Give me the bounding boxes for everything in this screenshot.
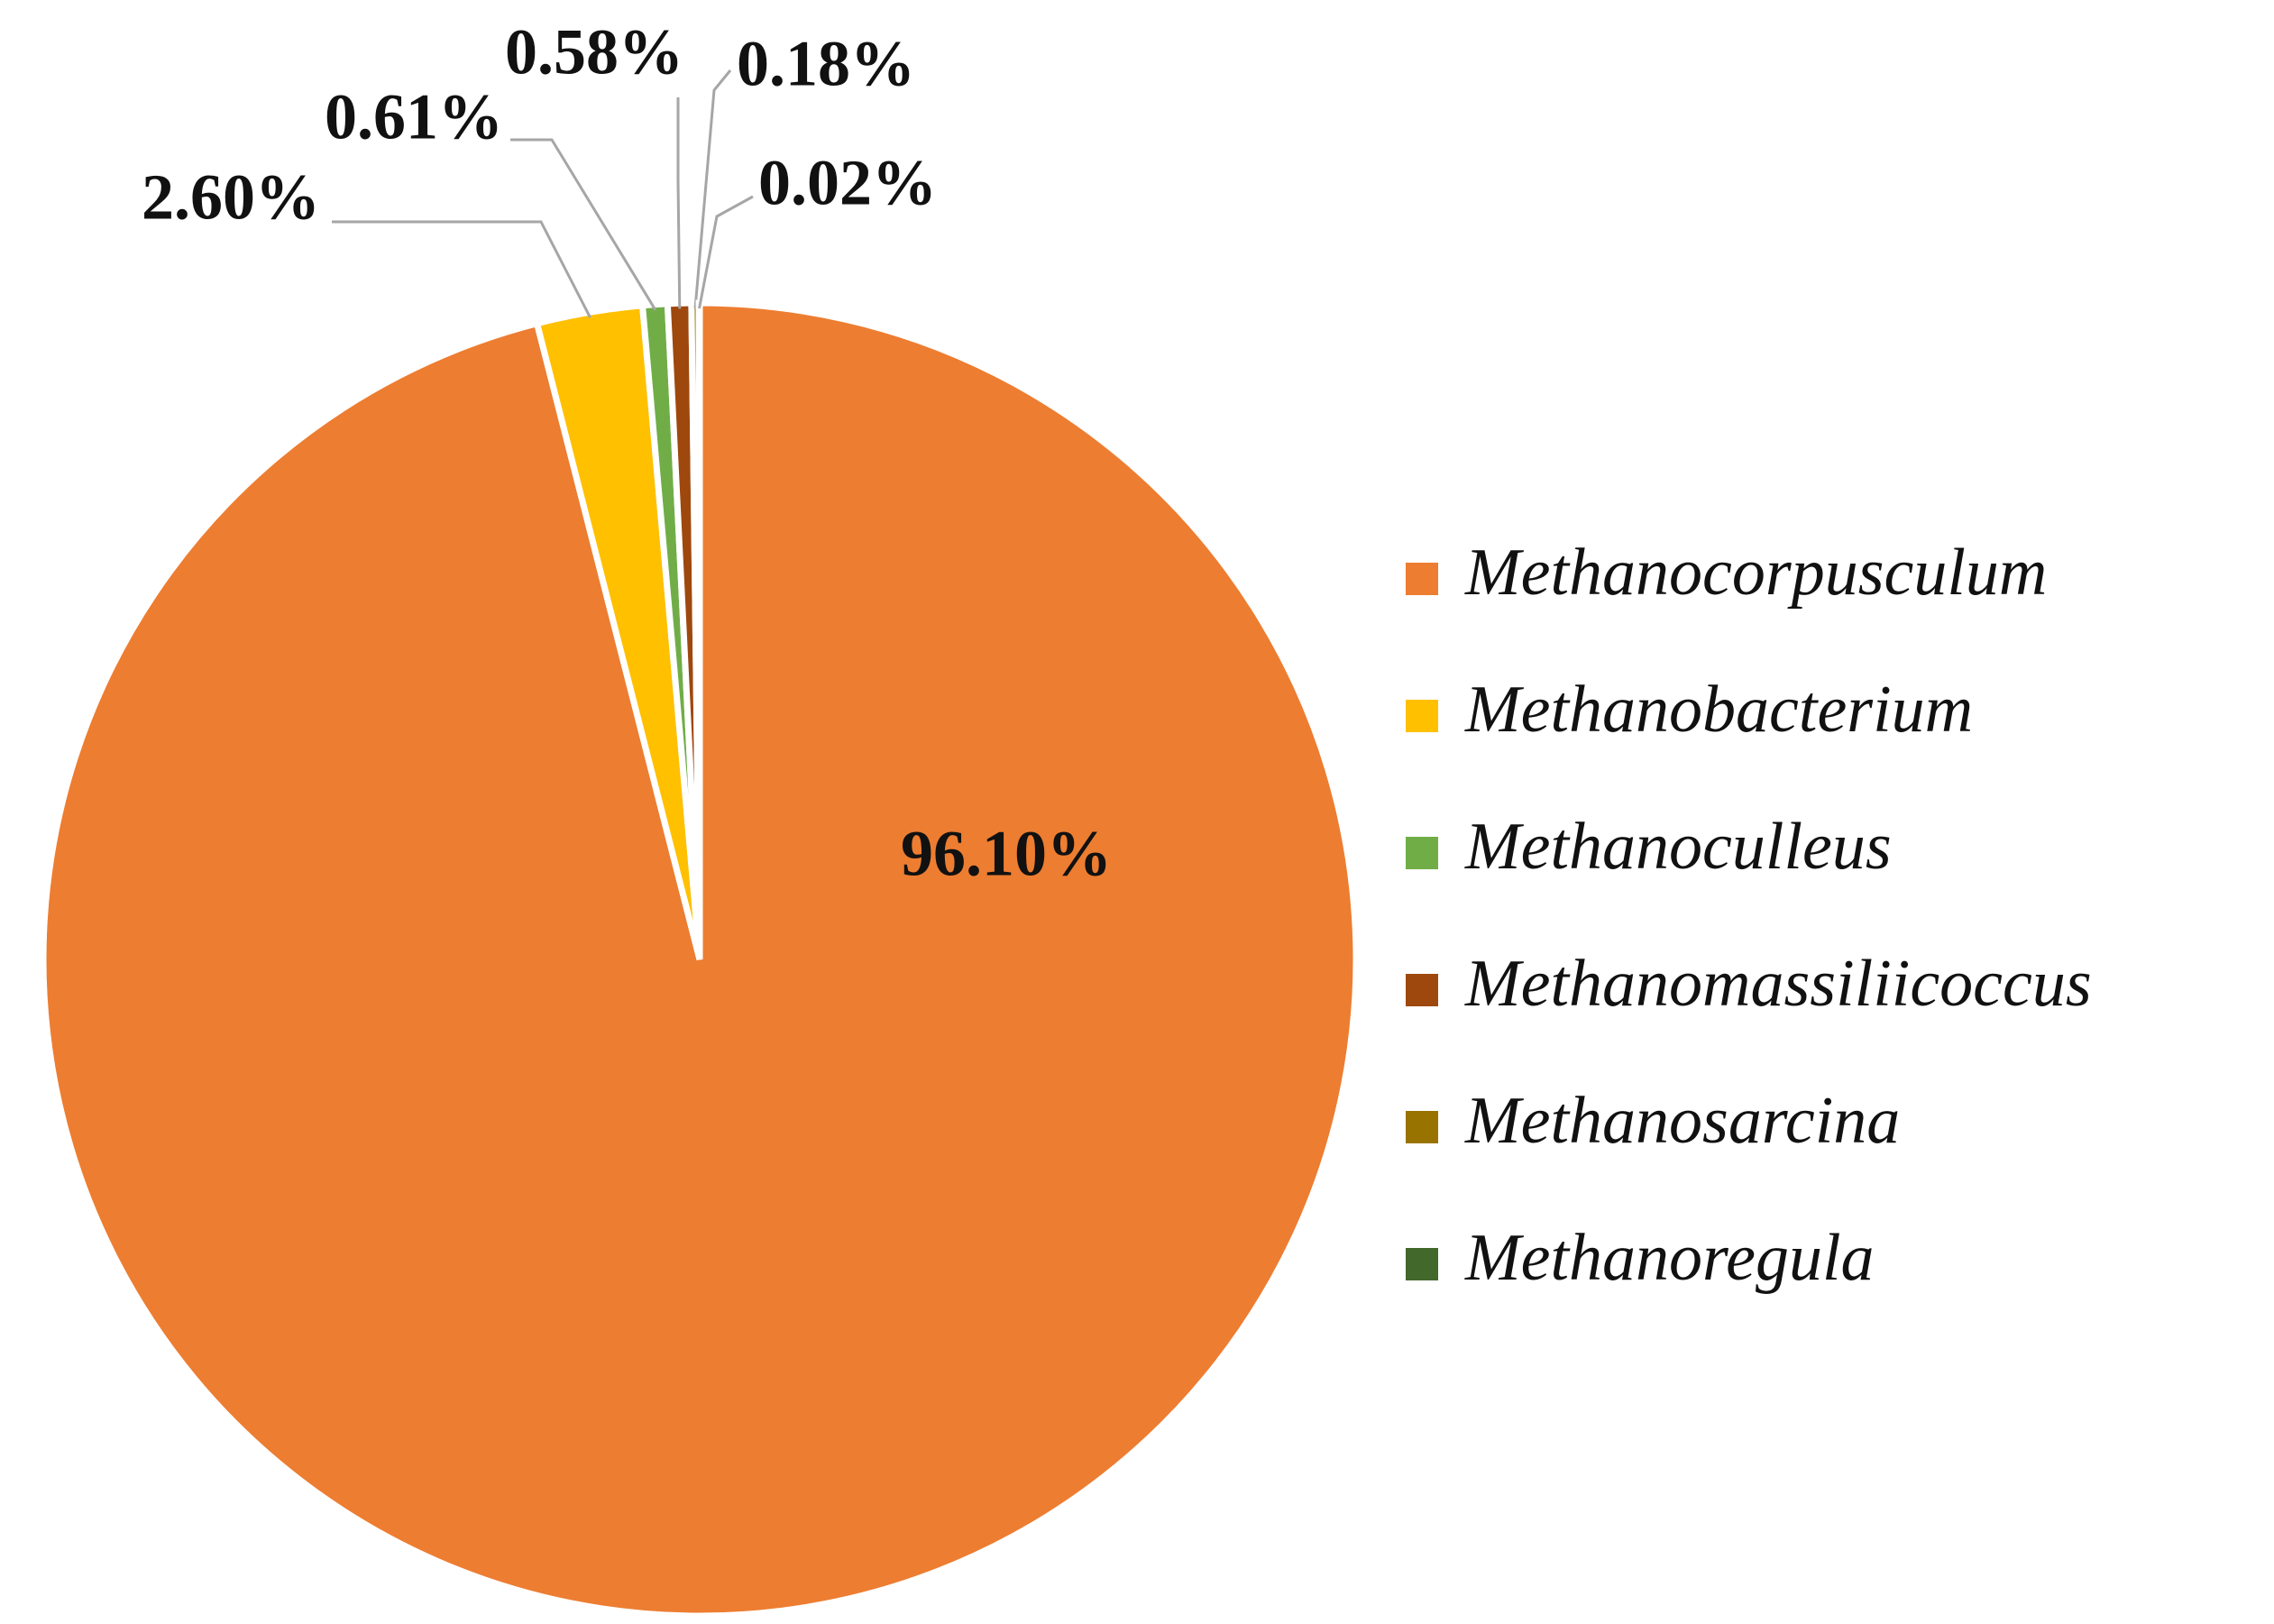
value-label: 96.10% xyxy=(901,818,1112,890)
value-label: 0.02% xyxy=(758,147,937,219)
legend-label: Methanomassiliicoccus xyxy=(1464,947,2092,1021)
legend-label: Methanoregula xyxy=(1464,1221,1875,1295)
leader-line xyxy=(332,220,591,318)
leader-line xyxy=(693,69,732,309)
value-label: 0.61% xyxy=(325,81,503,153)
legend-marker xyxy=(1406,974,1438,1006)
legend-label: Methanoculleus xyxy=(1464,810,1892,884)
leader-line xyxy=(676,97,682,309)
value-label: 0.58% xyxy=(505,16,683,88)
legend-marker xyxy=(1406,1248,1438,1280)
legend-label: Methanosarcina xyxy=(1464,1084,1900,1158)
value-label: 2.60% xyxy=(142,161,320,234)
legend-marker xyxy=(1406,837,1438,869)
pie-slice xyxy=(695,299,703,960)
legend-label: Methanobacterium xyxy=(1464,673,1973,747)
legend-marker xyxy=(1406,563,1438,595)
leader-line xyxy=(698,195,754,309)
legend-label: Methanocorpusculum xyxy=(1464,536,2047,610)
legend-marker xyxy=(1406,1111,1438,1143)
legend-marker xyxy=(1406,700,1438,732)
leader-line xyxy=(510,138,657,311)
value-label: 0.18% xyxy=(737,28,915,100)
